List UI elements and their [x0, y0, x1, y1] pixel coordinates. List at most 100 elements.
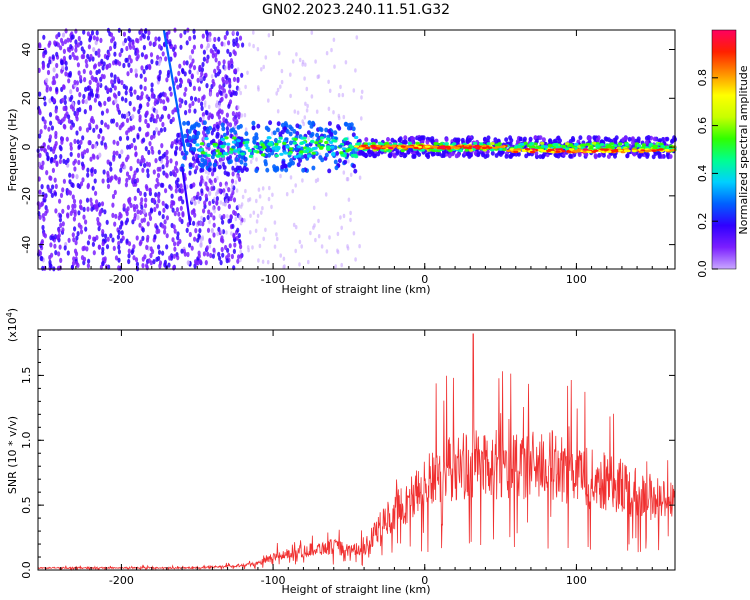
noise-speck	[183, 71, 187, 77]
noise-speck	[55, 73, 59, 79]
sparse-speck	[355, 35, 359, 40]
band-core-speck	[325, 137, 331, 141]
noise-speck	[217, 114, 221, 120]
ridge-speck	[624, 149, 630, 153]
noise-speck	[143, 162, 147, 168]
noise-speck	[117, 249, 121, 255]
noise-speck	[179, 44, 183, 50]
noise-speck	[127, 62, 131, 68]
noise-speck	[233, 242, 237, 248]
noise-speck	[71, 182, 75, 188]
noise-speck	[70, 119, 74, 125]
band-core-speck	[648, 142, 654, 146]
band-speck	[435, 151, 440, 157]
noise-speck	[210, 113, 214, 119]
ridge-speck	[593, 149, 599, 152]
sparse-speck	[347, 197, 351, 202]
noise-speck	[147, 149, 151, 155]
noise-speck	[175, 207, 179, 213]
noise-speck	[46, 69, 51, 76]
snr-y-label: SNR (10 * v/v)	[6, 416, 19, 494]
sparse-speck	[200, 215, 203, 220]
sparse-speck	[275, 91, 279, 96]
noise-speck	[200, 105, 204, 111]
noise-speck	[68, 72, 72, 78]
noise-speck	[87, 95, 91, 101]
noise-speck	[69, 151, 73, 157]
noise-speck	[82, 214, 86, 220]
sparse-speck	[202, 179, 205, 184]
noise-speck	[135, 167, 139, 173]
noise-speck	[190, 73, 194, 79]
noise-speck	[66, 250, 70, 256]
noise-speck	[213, 177, 217, 183]
band-speck	[421, 135, 426, 141]
noise-speck	[135, 261, 139, 267]
noise-speck	[117, 229, 121, 235]
sparse-speck	[264, 55, 268, 60]
noise-speck	[106, 177, 110, 184]
sparse-speck	[279, 173, 282, 179]
sparse-speck	[200, 240, 203, 246]
band-speck	[303, 153, 308, 159]
noise-speck	[86, 31, 90, 37]
noise-speck	[238, 238, 242, 244]
noise-speck	[156, 193, 161, 199]
sparse-speck	[223, 42, 226, 47]
ridge-speck	[361, 144, 367, 148]
band-speck	[296, 162, 301, 168]
ridge-speck	[375, 147, 381, 150]
noise-speck	[120, 47, 124, 54]
noise-speck	[171, 237, 175, 243]
noise-speck	[154, 118, 158, 124]
ridge-speck	[400, 145, 406, 148]
noise-speck	[48, 112, 53, 118]
ridge-speck	[481, 146, 488, 150]
sparse-speck	[325, 249, 329, 254]
noise-speck	[225, 30, 229, 36]
noise-speck	[169, 185, 173, 191]
sparse-speck	[257, 187, 261, 192]
noise-speck	[226, 145, 230, 151]
band-speck	[233, 130, 238, 135]
noise-speck	[99, 127, 103, 134]
band-speck	[324, 152, 329, 158]
band-speck	[534, 151, 539, 156]
noise-speck	[93, 97, 97, 103]
noise-speck	[142, 69, 146, 75]
noise-speck	[196, 77, 200, 83]
sparse-speck	[247, 198, 250, 203]
sparse-speck	[325, 51, 329, 56]
sparse-speck	[215, 191, 218, 197]
sparse-speck	[315, 109, 319, 114]
snr-y-multiplier: (x104)	[5, 308, 19, 342]
noise-speck	[201, 112, 205, 118]
noise-speck	[173, 246, 177, 252]
noise-speck	[113, 174, 117, 180]
sparse-speck	[340, 225, 344, 230]
sparse-speck	[337, 93, 341, 98]
noise-speck	[230, 253, 234, 260]
noise-speck	[229, 214, 233, 220]
noise-speck	[51, 184, 55, 190]
noise-speck	[106, 124, 110, 130]
sparse-speck	[232, 30, 235, 35]
sparse-speck	[267, 98, 270, 103]
noise-speck	[103, 100, 107, 106]
band-speck	[376, 151, 381, 157]
sparse-speck	[264, 227, 267, 232]
sparse-speck	[298, 57, 302, 63]
noise-speck	[207, 157, 211, 163]
sparse-speck	[277, 51, 281, 56]
noise-speck	[188, 231, 192, 238]
noise-speck	[145, 244, 149, 250]
noise-speck	[193, 236, 197, 242]
noise-speck	[168, 41, 172, 47]
noise-speck	[206, 227, 211, 233]
noise-speck	[227, 218, 231, 224]
snr-series-line	[37, 333, 676, 572]
noise-speck	[198, 259, 202, 265]
sparse-speck	[294, 225, 298, 230]
noise-speck	[112, 139, 116, 145]
noise-speck	[174, 151, 178, 157]
